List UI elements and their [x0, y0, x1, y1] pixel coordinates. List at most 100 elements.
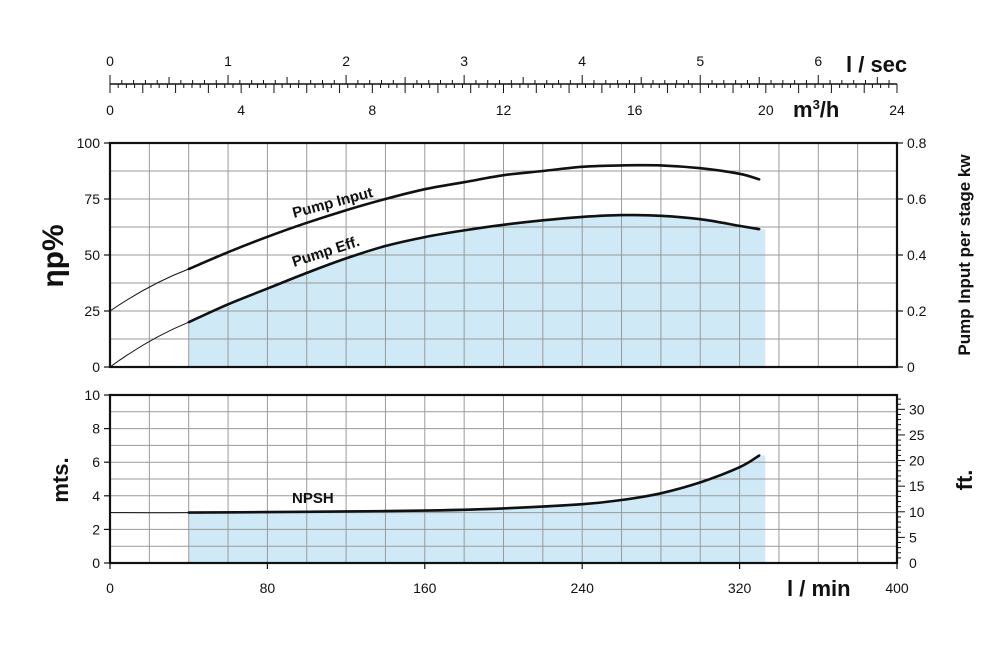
pump-input-point — [581, 165, 584, 168]
lmin-tick-label: 160 — [413, 580, 437, 596]
ft-ytick-label: 10 — [909, 504, 925, 520]
mts-ytick-label: 8 — [92, 421, 100, 437]
mts-ytick-label: 6 — [92, 454, 100, 470]
pump-eff-point — [659, 214, 663, 217]
lsec-tick-label: 2 — [342, 53, 350, 69]
pump-input-extrapolation — [109, 268, 189, 312]
eta-ylabel: ηp% — [37, 224, 70, 287]
m3h-tick-label: 4 — [237, 102, 245, 118]
pump-eff-point — [463, 229, 466, 232]
ft-ytick-label: 20 — [909, 453, 925, 469]
mts-ylabel: mts. — [48, 457, 73, 502]
lsec-tick-label: 1 — [224, 53, 232, 69]
pump-eff-line — [188, 213, 760, 324]
pump-eff-point — [699, 218, 702, 221]
pump-eff-point — [226, 303, 230, 306]
mts-ytick-label: 4 — [92, 488, 100, 504]
npsh-point — [423, 509, 426, 512]
pump-input-point — [384, 197, 387, 201]
eta-ytick-label: 50 — [84, 247, 100, 263]
ft-ytick-label: 0 — [909, 555, 917, 571]
m3h-tick-label: 12 — [496, 102, 512, 118]
pump-input-point — [463, 181, 466, 184]
panel2-frame — [108, 393, 899, 565]
pump-input-point — [344, 209, 348, 212]
lmin-tick-label: 0 — [106, 580, 114, 596]
pump-eff-point — [423, 235, 426, 239]
pump-input-point — [620, 164, 623, 167]
pump-eff-point — [344, 257, 348, 260]
npsh-point — [502, 507, 505, 510]
pump-eff-point — [502, 223, 505, 226]
kw-ytick-label: 0.8 — [907, 135, 927, 151]
pump-input-point — [738, 172, 741, 175]
pump-input-point — [226, 251, 230, 254]
eta-ytick-label: 75 — [84, 191, 100, 207]
ft-ytick-label: 15 — [909, 478, 925, 494]
pump-eff-point — [266, 287, 269, 290]
lmin-tick-label: 320 — [728, 580, 752, 596]
ft-ytick-label: 5 — [909, 529, 917, 545]
ft-ytick-label: 25 — [909, 427, 925, 443]
pump-eff-point — [738, 224, 741, 228]
kw-ytick-label: 0.6 — [907, 191, 927, 207]
npsh-point — [344, 510, 348, 513]
pump-input-point — [187, 267, 190, 271]
m3h-tick-label: 0 — [106, 102, 114, 118]
npsh-point — [738, 466, 741, 469]
mts-ytick-label: 0 — [92, 555, 100, 571]
kw-ytick-label: 0.2 — [907, 303, 927, 319]
bottom-flow-axis: 0 80 160 240 320 400 — [106, 563, 909, 596]
npsh-point — [187, 511, 190, 514]
pump-input-point — [423, 188, 426, 191]
eta-ytick-label: 100 — [77, 135, 101, 151]
pump-eff-point — [187, 321, 190, 324]
lmin-tick-label: 80 — [260, 580, 276, 596]
top-unit-m3h-base: m — [793, 97, 813, 122]
pump-input-point — [541, 169, 545, 173]
pump-input-point — [758, 178, 761, 181]
m3h-tick-label: 24 — [889, 102, 905, 118]
top-unit-m3h-sup: 3 — [813, 97, 820, 112]
npsh-point — [659, 492, 663, 495]
pump-input-y2label: Pump Input per stage kw — [955, 154, 974, 356]
lsec-tick-label: 5 — [696, 53, 704, 69]
npsh-point — [620, 498, 623, 502]
npsh-line — [188, 454, 760, 514]
kw-ytick-label: 0.4 — [907, 247, 927, 263]
kw-ytick-label: 0 — [907, 359, 915, 375]
lmin-tick-label: 400 — [885, 580, 909, 596]
eta-ytick-label: 0 — [92, 359, 100, 375]
pump-eff-point — [541, 219, 545, 222]
pump-eff-point — [758, 228, 761, 231]
bottom-unit-lmin: l / min — [787, 576, 851, 601]
efficiency-input-panel: 0 25 50 75 100 0 0.2 0.4 0.6 0.8 — [77, 135, 927, 375]
m3h-tick-label: 20 — [758, 102, 774, 118]
m3h-tick-label: 8 — [368, 102, 376, 118]
ft-ytick-label: 30 — [909, 401, 925, 417]
eta-ytick-label: 25 — [84, 303, 100, 319]
pump-input-point — [266, 235, 269, 238]
npsh-point — [699, 481, 702, 484]
pump-input-point — [502, 174, 505, 177]
pump-input-point — [305, 221, 308, 224]
pump-input-point — [659, 164, 663, 167]
pump-eff-extrapolation — [109, 321, 189, 368]
top-flow-axes: 0 1 2 3 4 5 60 4 8 12 16 20 24 — [106, 53, 905, 118]
top-unit-m3h-rest: /h — [820, 97, 840, 122]
lsec-tick-label: 3 — [460, 53, 468, 69]
pump-input-point — [699, 167, 702, 170]
pump-eff-point — [620, 213, 623, 217]
npsh-label: NPSH — [292, 490, 334, 507]
top-unit-m3h: m3/h — [793, 97, 839, 122]
pump-eff-point — [384, 244, 387, 248]
ft-y2label: ft. — [952, 470, 977, 491]
m3h-tick-label: 16 — [627, 102, 643, 118]
npsh-point — [266, 510, 269, 514]
lsec-tick-label: 0 — [106, 53, 114, 69]
lsec-tick-label: 4 — [578, 53, 586, 69]
pump-input-line — [188, 163, 760, 271]
pump-eff-point — [305, 271, 308, 275]
mts-ytick-label: 10 — [84, 387, 100, 403]
